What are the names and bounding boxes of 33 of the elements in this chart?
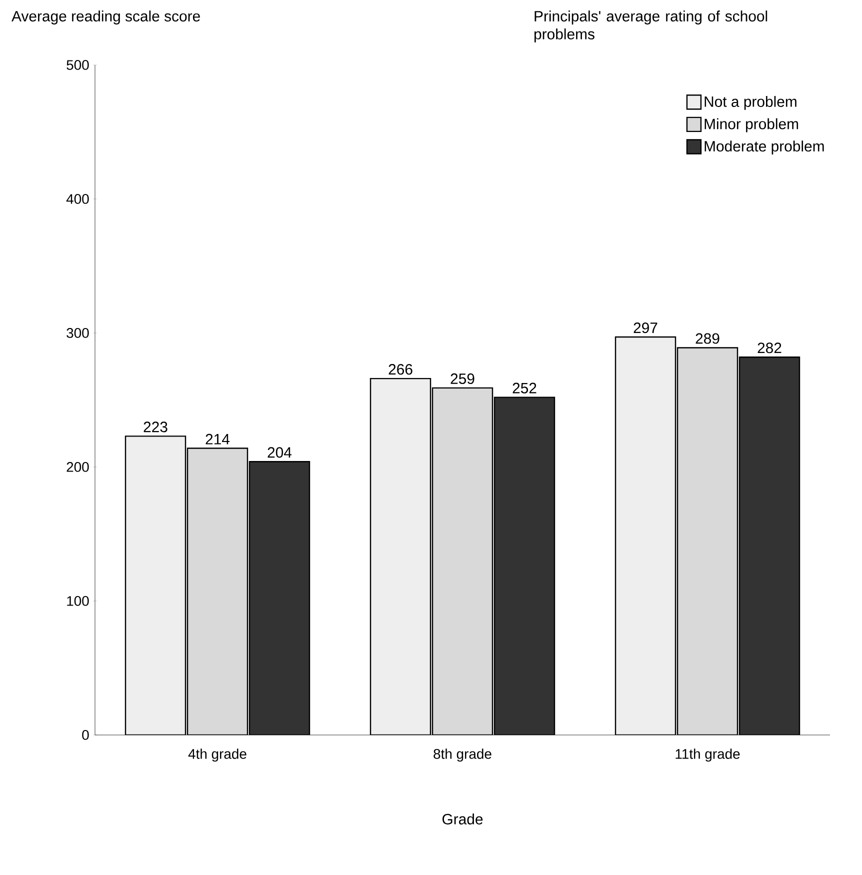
legend-title: Principals' average rating of school problems <box>534 10 768 42</box>
data-label: 214 <box>206 434 230 444</box>
bar <box>494 396 556 735</box>
data-label: 204 <box>268 447 292 458</box>
data-label: 289 <box>696 333 720 344</box>
y-tick-label: 400 <box>66 194 89 204</box>
x-axis-title: Grade <box>442 813 483 824</box>
bar <box>738 356 800 735</box>
legend-label: Not a problem <box>704 96 796 110</box>
x-tick-label: 4th grade <box>188 748 246 762</box>
y-tick-label: 300 <box>66 328 89 338</box>
x-tick-label: 8th grade <box>434 748 492 762</box>
x-tick-label: 11th grade <box>676 748 740 762</box>
y-tick-label: 500 <box>66 60 89 70</box>
data-label: 259 <box>450 373 474 384</box>
bar <box>676 347 738 735</box>
y-tick-label: 0 <box>82 730 89 740</box>
bar <box>614 336 676 735</box>
legend-label: Minor problem <box>704 118 798 132</box>
bar <box>124 436 186 735</box>
bar <box>248 461 310 735</box>
data-label: 297 <box>634 322 658 334</box>
data-label: 252 <box>512 382 536 394</box>
data-label: 266 <box>388 364 412 375</box>
bar <box>432 387 494 735</box>
legend-label: Moderate problem <box>704 140 824 155</box>
bar <box>370 378 432 735</box>
data-label: 223 <box>144 422 168 432</box>
y-axis-title: Average reading scale score <box>12 10 200 24</box>
bar <box>186 448 248 735</box>
y-tick-label: 100 <box>67 596 89 606</box>
y-tick-label: 200 <box>66 462 89 472</box>
data-label: 282 <box>758 342 782 354</box>
